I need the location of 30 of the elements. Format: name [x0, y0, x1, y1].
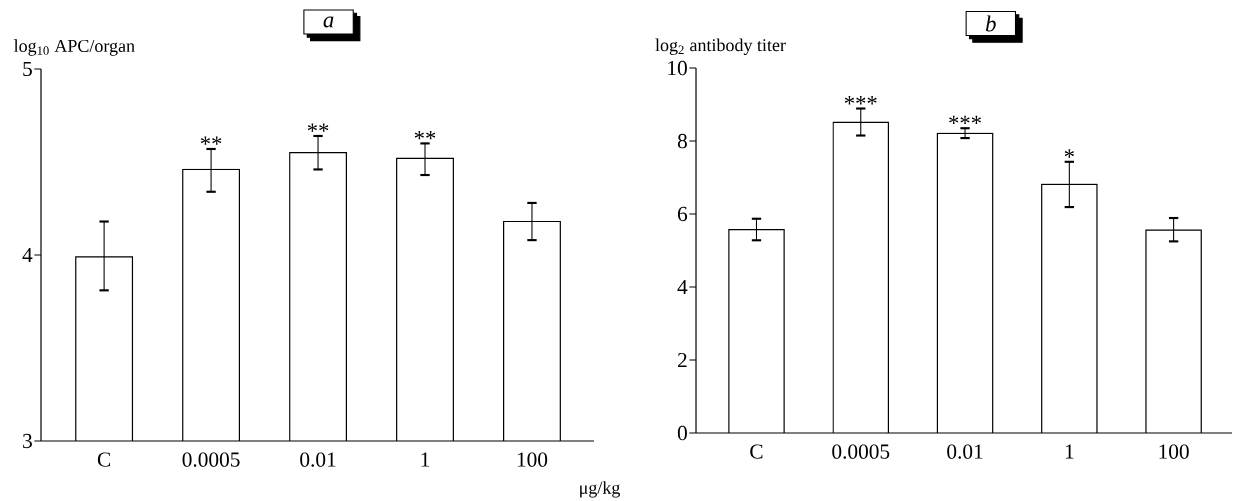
y-tick-label: 10 — [668, 60, 687, 76]
y-tick-label: 3 — [23, 433, 32, 449]
chart-title: b — [985, 15, 996, 32]
x-tick-label: 100 — [1159, 444, 1189, 459]
x-tick-label: C — [750, 444, 763, 459]
y-tick-label: 4 — [22, 247, 33, 263]
chart-title: a — [323, 16, 334, 28]
x-tick-label: 0.01 — [300, 452, 336, 467]
annotation: *** — [844, 96, 877, 105]
x-tick-label: 1 — [1065, 444, 1074, 459]
x-tick-label: C — [97, 452, 111, 467]
y-tick-label: 4 — [677, 279, 688, 295]
x-tick-label: 0.0005 — [182, 452, 240, 467]
x-tick-label: 0.0005 — [832, 444, 890, 459]
y-axis-title: log$_{2}$ antibody titer — [655, 38, 786, 55]
x-tick-label: 1 — [421, 452, 430, 467]
y-tick-label: 5 — [23, 61, 32, 77]
y-tick-label: 0 — [677, 425, 687, 441]
x-tick-label: 0.01 — [947, 444, 983, 459]
y-axis-title: log$_{10}$ APC/organ — [13, 39, 135, 56]
x-axis-title: μg/kg — [580, 481, 621, 498]
annotation: ** — [307, 123, 329, 132]
annotation: ** — [200, 136, 222, 145]
annotation: ** — [414, 130, 436, 140]
annotation: * — [1064, 149, 1074, 158]
y-tick-label: 6 — [677, 206, 688, 222]
y-tick-label: 2 — [678, 352, 687, 368]
y-tick-label: 8 — [677, 133, 687, 149]
x-tick-label: 100 — [517, 452, 548, 467]
annotation: *** — [949, 115, 981, 125]
